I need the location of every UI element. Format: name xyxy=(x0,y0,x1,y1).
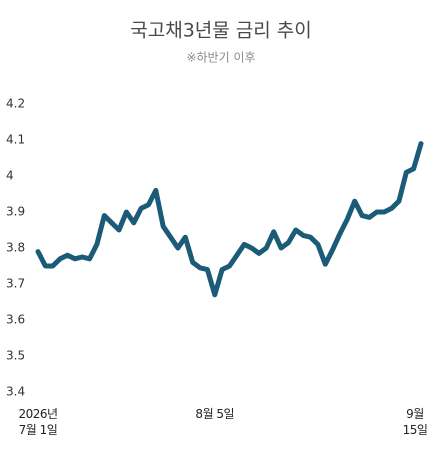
series-line xyxy=(35,141,424,298)
y-tick-label: 3.6 xyxy=(6,313,25,327)
y-tick-label: 3.4 xyxy=(6,385,25,399)
y-tick-label: 4.2 xyxy=(6,97,25,111)
y-tick-label: 4.1 xyxy=(6,133,25,147)
x-tick-label: 8월 5일 xyxy=(195,407,235,421)
chart-title: 국고채3년물 금리 추이 xyxy=(130,20,312,42)
y-tick-label: 3.8 xyxy=(6,241,25,255)
y-tick-label: 4 xyxy=(6,169,14,183)
x-tick-label: 2026년 7월 1일 xyxy=(18,407,58,437)
chart-subtitle: ※하반기 이후 xyxy=(186,51,255,65)
y-tick-label: 3.5 xyxy=(6,349,25,363)
x-tick-label: 9월 15일 xyxy=(402,407,428,437)
y-tick-label: 3.9 xyxy=(6,205,25,219)
y-tick-label: 3.7 xyxy=(6,277,25,291)
